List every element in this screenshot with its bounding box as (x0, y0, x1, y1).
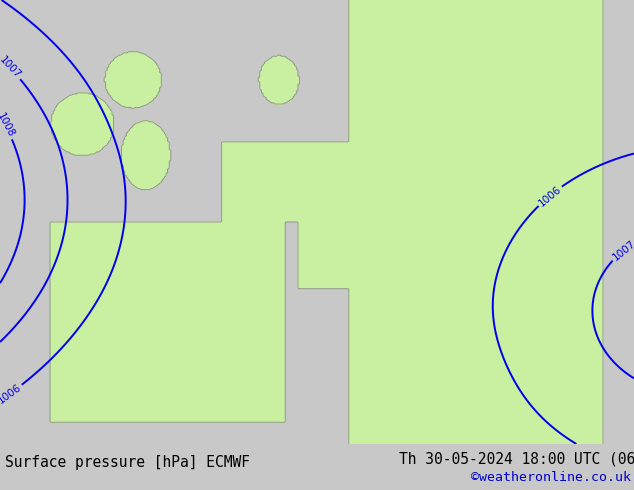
Text: 1006: 1006 (536, 184, 563, 208)
Text: 1007: 1007 (611, 238, 634, 263)
Text: Th 30-05-2024 18:00 UTC (06+60): Th 30-05-2024 18:00 UTC (06+60) (399, 451, 634, 466)
Text: ©weatheronline.co.uk: ©weatheronline.co.uk (471, 471, 631, 485)
Text: 1007: 1007 (0, 55, 23, 81)
Text: Surface pressure [hPa] ECMWF: Surface pressure [hPa] ECMWF (5, 455, 250, 470)
Text: 1006: 1006 (0, 382, 23, 406)
Text: 1008: 1008 (0, 112, 16, 140)
